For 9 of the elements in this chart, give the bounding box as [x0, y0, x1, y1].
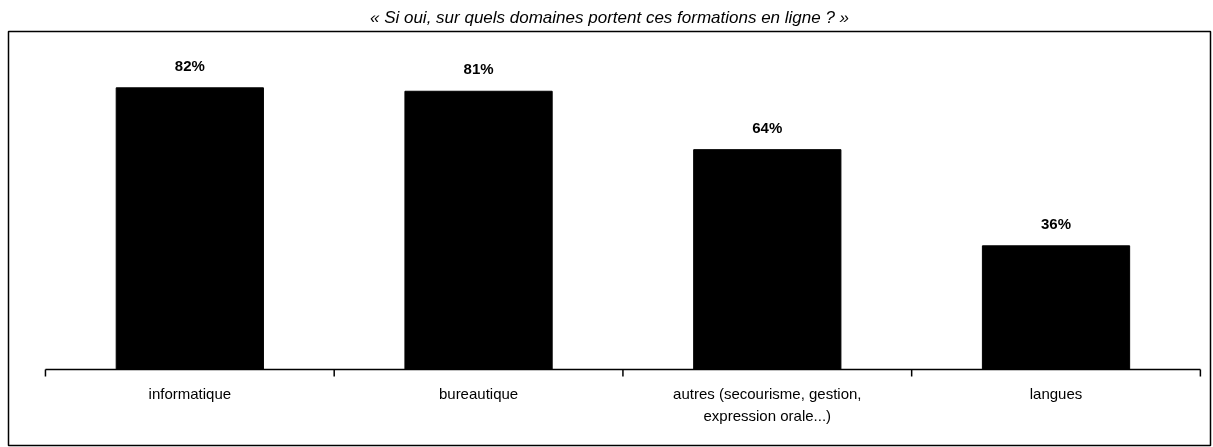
x-tick-label: langues: [1029, 385, 1083, 403]
data-label: 36%: [1041, 214, 1072, 232]
x-tick-label: informatique: [148, 385, 232, 403]
data-label: 82%: [174, 56, 205, 74]
data-label: 81%: [463, 60, 494, 78]
x-tick-label: autres (secourisme, gestion, expression orale...): [673, 385, 862, 424]
chart-title: « Si oui, sur quels domaines portent ces formations en ligne ? »: [369, 7, 850, 27]
x-tick-label: bureautique: [438, 385, 519, 403]
data-label: 64%: [752, 118, 783, 136]
